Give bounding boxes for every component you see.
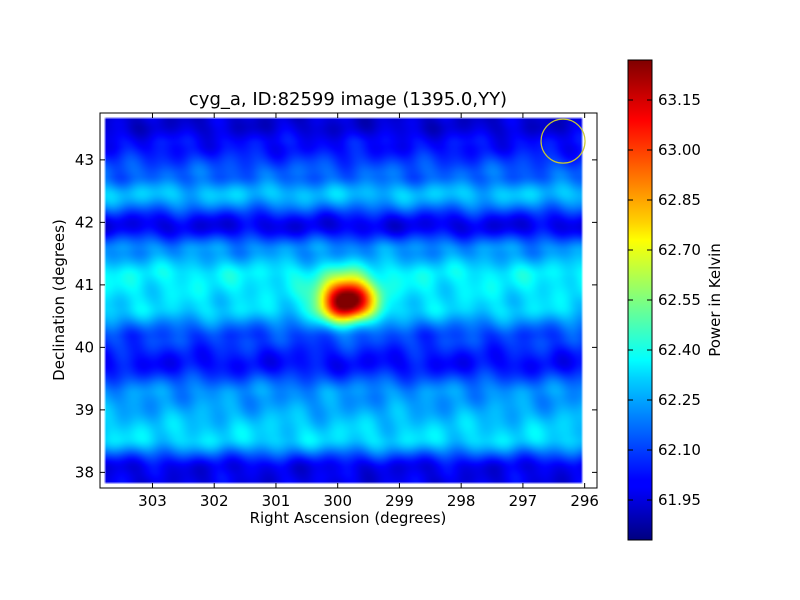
y-axis: 38 39 40 41 42 43 [75,151,597,481]
colorbar-tick-label: 62.85 [658,191,701,209]
y-tick-label: 41 [75,276,94,294]
colorbar-tick-label: 62.55 [658,291,701,309]
y-tick-label: 38 [75,463,94,481]
x-tick-label: 300 [323,492,352,510]
x-tick-label: 296 [570,492,599,510]
colorbar-axis: 61.95 62.10 62.25 62.40 62.55 62.70 62.85 63.00… [628,91,701,509]
colorbar-tick-label: 62.10 [658,441,701,459]
y-tick-label: 43 [75,151,94,169]
colorbar-label: Power in Kelvin [706,243,724,357]
chart-title: cyg_a, ID:82599 image (1395.0,YY) [189,89,507,110]
colorbar-tick-label: 61.95 [658,491,701,509]
x-tick-label: 298 [447,492,476,510]
colorbar-tick-label: 63.00 [658,141,701,159]
beam-marker [540,118,586,164]
colorbar-tick-label: 63.15 [658,91,701,109]
x-tick-label: 302 [200,492,229,510]
colorbar-tick-label: 62.70 [658,241,701,259]
x-tick-label: 297 [509,492,538,510]
plot-frame [99,112,598,489]
colorbar-tick-label: 62.40 [658,341,701,359]
y-tick-label: 42 [75,213,94,231]
x-axis: 303 302 301 300 299 298 297 296 [138,113,599,510]
y-axis-label: Declination (degrees) [50,219,68,381]
x-tick-label: 299 [385,492,414,510]
y-tick-label: 40 [75,338,94,356]
x-tick-label: 303 [138,492,167,510]
x-axis-label: Right Ascension (degrees) [250,509,447,527]
y-tick-label: 39 [75,401,94,419]
x-tick-label: 301 [262,492,291,510]
heatmap-image [100,113,597,488]
colorbar-tick-label: 62.25 [658,391,701,409]
